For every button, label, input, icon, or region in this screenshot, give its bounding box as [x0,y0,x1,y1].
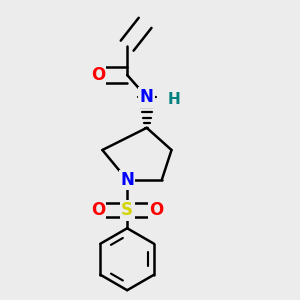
Text: O: O [91,66,105,84]
Text: S: S [121,201,133,219]
Text: O: O [149,201,164,219]
Text: N: N [140,88,154,106]
Text: N: N [120,171,134,189]
Text: O: O [91,201,105,219]
Text: H: H [168,92,181,107]
